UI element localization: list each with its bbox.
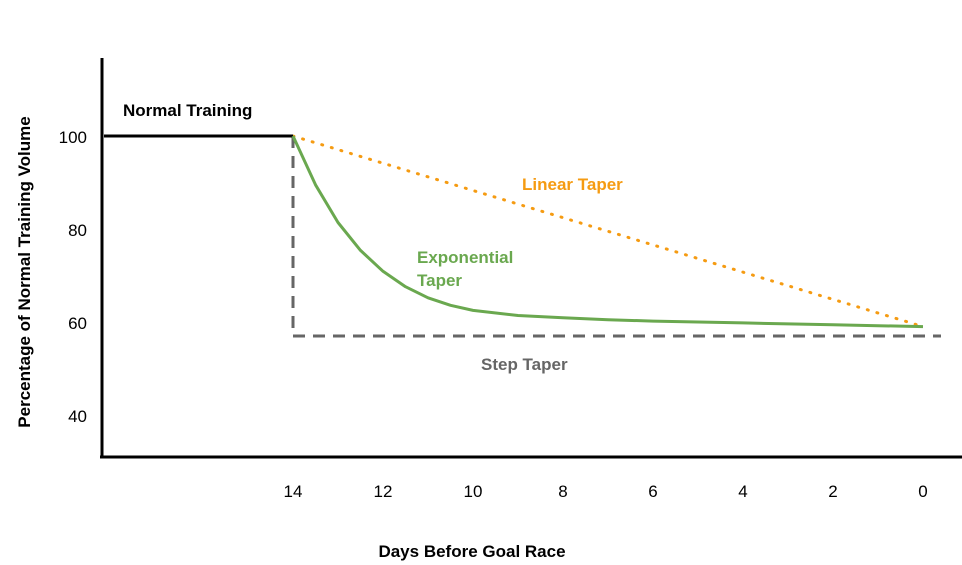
linear-taper-line (291, 134, 925, 329)
x-tick-label: 2 (828, 482, 837, 501)
linear-taper-label: Linear Taper (522, 175, 623, 194)
normal-training-label: Normal Training (123, 101, 252, 120)
y-tick-label: 80 (68, 221, 87, 240)
exponential-taper-line (291, 135, 924, 329)
x-tick-label: 8 (558, 482, 567, 501)
x-tick-label: 6 (648, 482, 657, 501)
y-tick-label: 100 (59, 128, 87, 147)
series-layer (104, 134, 941, 338)
y-tick-label: 40 (68, 407, 87, 426)
annotations: Normal Training Linear Taper Exponential Ta… (123, 101, 623, 374)
exponential-taper-label: Exponential Taper (417, 248, 513, 290)
x-tick-label: 14 (284, 482, 303, 501)
x-tick-label: 10 (464, 482, 483, 501)
y-axis-title: Percentage of Normal Training Volume (15, 116, 34, 427)
x-tick-label: 12 (374, 482, 393, 501)
x-tick-label: 4 (738, 482, 747, 501)
y-tick-labels: 40 60 80 100 (59, 128, 87, 426)
step-taper-label: Step Taper (481, 355, 568, 374)
step-taper-line (291, 136, 941, 338)
y-tick-label: 60 (68, 314, 87, 333)
x-axis-title: Days Before Goal Race (378, 542, 565, 561)
x-tick-labels: 14 12 10 8 6 4 2 0 (284, 482, 928, 501)
x-tick-label: 0 (918, 482, 927, 501)
